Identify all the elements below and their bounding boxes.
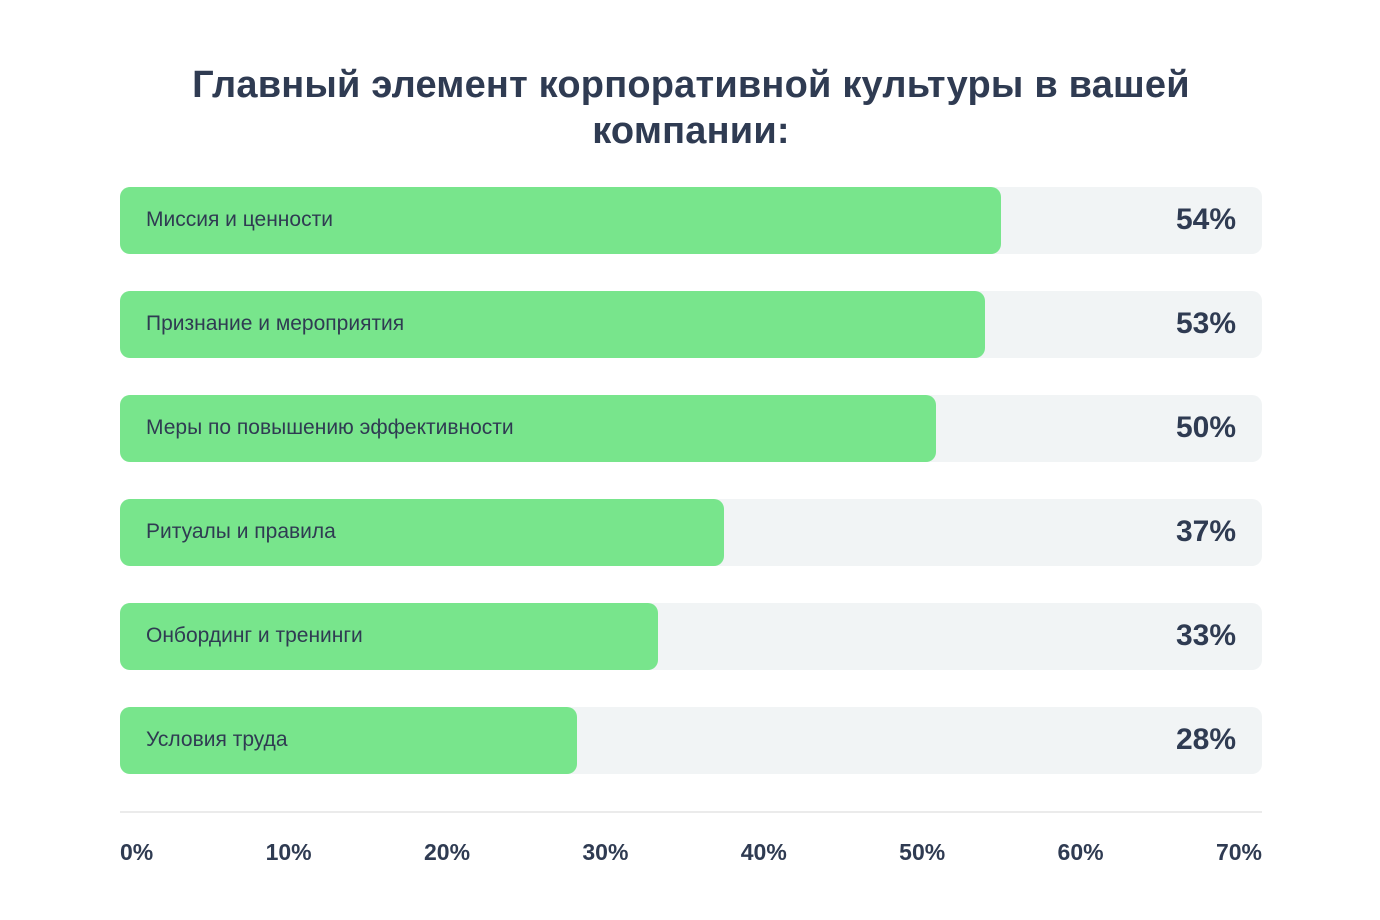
x-tick: 0% — [120, 838, 154, 865]
bar-row-rituals-rules: Ритуалы и правила 37% — [120, 498, 1262, 566]
bar-value: 28% — [1175, 723, 1236, 757]
bar-row-efficiency-measures: Меры по повышению эффективности 50% — [120, 394, 1262, 462]
x-axis: 0% 10% 20% 30% 40% 50% 60% 70% — [120, 839, 1262, 866]
bar-row-recognition-events: Признание и мероприятия 53% — [120, 290, 1262, 358]
bar-value: 33% — [1175, 619, 1236, 653]
bar-fill — [120, 186, 1001, 254]
bar-label: Ритуалы и правила — [146, 520, 336, 544]
bar-value: 37% — [1175, 515, 1236, 549]
bar-row-working-conditions: Условия труда 28% — [120, 706, 1262, 774]
axis-divider — [120, 810, 1262, 813]
x-tick: 40% — [740, 838, 787, 865]
x-tick: 10% — [265, 838, 312, 865]
bar-fill — [120, 290, 985, 358]
bar-value: 53% — [1175, 307, 1236, 341]
x-tick: 30% — [582, 838, 629, 865]
bar-fill — [120, 602, 659, 670]
bar-value: 54% — [1175, 203, 1236, 237]
x-tick: 50% — [899, 838, 946, 865]
bar-label: Признание и мероприятия — [146, 312, 405, 336]
x-tick: 70% — [1215, 838, 1262, 865]
chart-title: Главный элемент корпоративной культуры в… — [192, 64, 1190, 153]
bar-label: Миссия и ценности — [146, 208, 333, 232]
bar-row-mission-values: Миссия и ценности 54% — [120, 186, 1262, 254]
chart-canvas: Главный элемент корпоративной культуры в… — [0, 62, 1380, 920]
bar-label: Условия труда — [146, 728, 288, 752]
bar-fill — [120, 706, 577, 774]
x-tick: 60% — [1057, 838, 1104, 865]
bar-fill — [120, 394, 936, 462]
bar-value: 50% — [1175, 411, 1236, 445]
bar-label: Меры по повышению эффективности — [146, 416, 514, 440]
bar-row-onboarding-trainings: Онбординг и тренинги 33% — [120, 602, 1262, 670]
bar-chart: Миссия и ценности 54% Признание и меропр… — [120, 186, 1262, 774]
x-tick: 20% — [423, 838, 471, 865]
bar-label: Онбординг и тренинги — [146, 624, 363, 648]
bar-fill — [120, 498, 724, 566]
